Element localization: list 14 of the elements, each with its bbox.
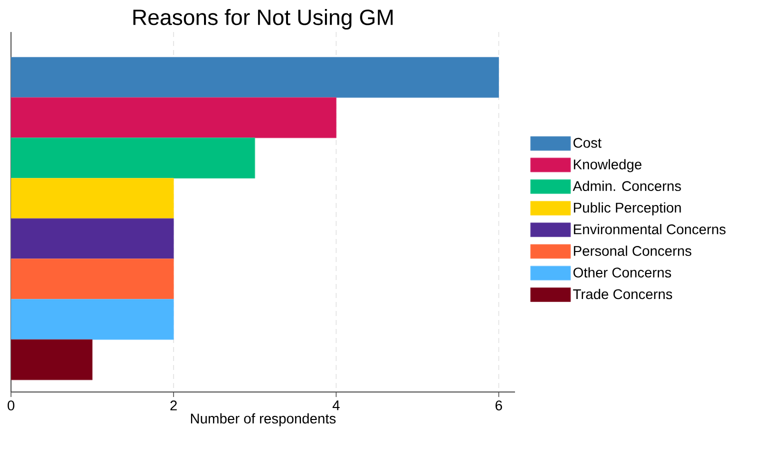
- legend-label: Trade Concerns: [573, 288, 672, 300]
- legend-label: Other Concerns: [573, 267, 672, 278]
- legend-label: Public Perception: [574, 202, 681, 216]
- legend-label: Cost: [574, 138, 602, 148]
- x-tick-label: 0: [8, 400, 14, 410]
- x-tick-label: 6: [496, 400, 502, 410]
- chart-title: Reasons for Not Using GM: [133, 8, 393, 30]
- legend-label: Knowledge: [574, 159, 642, 172]
- x-axis-title: Number of respondents: [191, 413, 336, 426]
- legend-label: Admin. Concerns: [572, 180, 681, 192]
- legend-label: Personal Concerns: [574, 246, 692, 256]
- legend-label: Environmental Concerns: [574, 224, 726, 234]
- x-tick-label: 2: [170, 400, 177, 410]
- x-tick-label: 4: [332, 400, 340, 410]
